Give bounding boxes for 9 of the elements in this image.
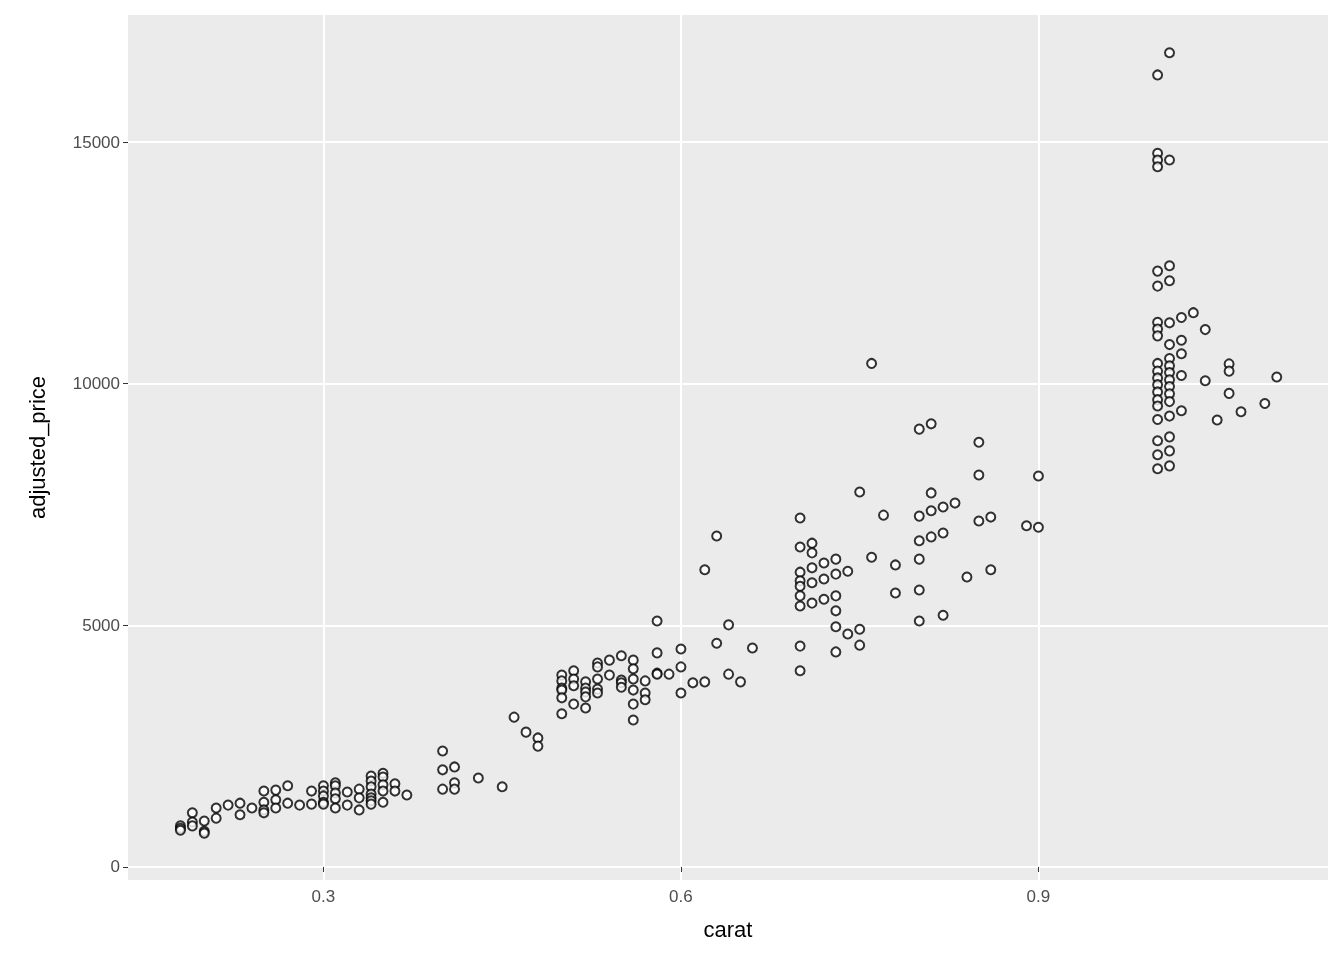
y-tick-label: 15000: [72, 132, 120, 152]
x-tick-label: 0.3: [311, 887, 336, 906]
x-axis-title: carat: [703, 916, 753, 942]
y-tick-label: 10000: [72, 374, 120, 394]
x-tick-label: 0.6: [669, 887, 693, 906]
y-tick-label: 5000: [82, 615, 120, 635]
y-tick-label: 0: [110, 857, 120, 877]
x-tick-label: 0.9: [1026, 887, 1051, 906]
y-axis-title: adjusted_price: [24, 375, 50, 520]
